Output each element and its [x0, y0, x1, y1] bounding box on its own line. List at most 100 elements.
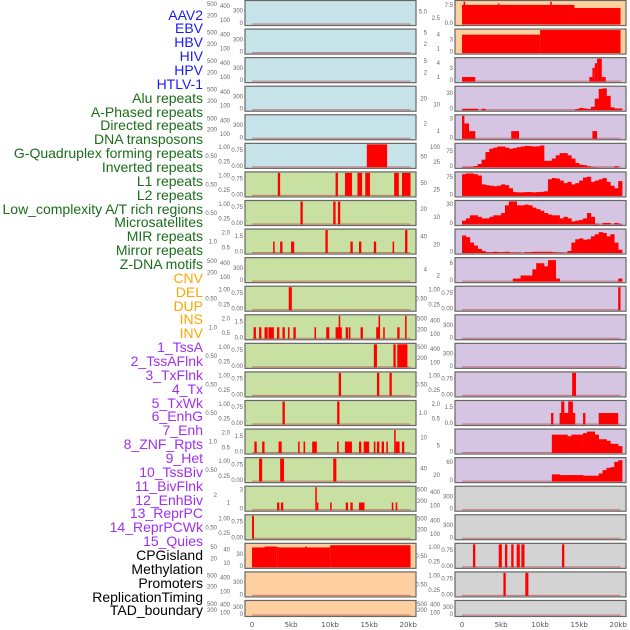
- data-bar: [477, 248, 482, 254]
- data-bar: [337, 201, 341, 225]
- data-bar: [610, 185, 615, 196]
- panel-frame: [454, 142, 627, 169]
- y-tick-label: 1.00: [218, 516, 230, 522]
- y-tick-label: 25: [433, 188, 440, 194]
- y-tick-label: 500: [207, 573, 218, 579]
- data-bar: [262, 441, 265, 454]
- y-tick-label: 1.0: [209, 325, 218, 331]
- data-bar: [575, 162, 580, 168]
- panel-frame: [244, 171, 417, 198]
- y-tick-label: 300: [233, 94, 244, 100]
- y-tick-label: 500: [417, 516, 428, 522]
- y-tick-label: 0.0: [445, 21, 454, 27]
- data-bar: [594, 180, 599, 196]
- y-tick-label: 0.00: [231, 478, 243, 484]
- y-tick-label: 0: [450, 78, 454, 84]
- data-bar: [501, 212, 506, 225]
- data-bar: [397, 344, 408, 368]
- y-tick-label: 0.00: [441, 564, 453, 570]
- data-bar: [391, 502, 394, 511]
- track-label: 9_Het: [165, 450, 203, 467]
- y-tick-label: 1.5: [235, 320, 244, 326]
- data-bar: [594, 234, 599, 254]
- data-bar: [567, 250, 572, 254]
- data-bar: [614, 188, 619, 196]
- data-bar: [280, 502, 284, 511]
- data-bar: [571, 475, 576, 482]
- data-bar: [504, 544, 508, 568]
- data-bar: [465, 108, 471, 111]
- data-bar: [511, 544, 514, 568]
- y-tick-label: 0: [240, 612, 244, 618]
- y-tick-label: 300: [233, 9, 244, 15]
- data-bar: [551, 474, 557, 482]
- y-tick-label: 7.5: [445, 3, 454, 9]
- y-tick-label: 0.75: [231, 205, 243, 211]
- data-bar: [579, 475, 584, 482]
- data-bar: [583, 165, 588, 168]
- y-tick-label: 0: [450, 335, 454, 341]
- data-bar: [606, 222, 611, 225]
- y-tick-label: 0.5: [432, 417, 441, 423]
- panel-background: [245, 200, 416, 226]
- panel-frame: [454, 28, 627, 55]
- data-bar: [528, 192, 533, 196]
- data-bar: [516, 192, 521, 196]
- data-bar: [376, 327, 379, 339]
- data-bar: [481, 159, 486, 168]
- track-label: Alu repeats: [132, 89, 203, 106]
- data-bar: [348, 327, 351, 339]
- data-bar: [571, 242, 576, 254]
- data-bar: [405, 315, 407, 339]
- panel-background: [455, 286, 626, 312]
- panel-frame: [244, 485, 417, 512]
- data-bar: [540, 251, 545, 254]
- y-tick-label: 100: [430, 504, 441, 510]
- data-bar: [503, 572, 506, 596]
- panel-frame: [244, 57, 417, 84]
- data-bar: [288, 287, 292, 311]
- data-bar: [551, 412, 554, 425]
- track-label: 13_ReprPC: [129, 505, 203, 522]
- data-bar: [536, 251, 541, 254]
- y-tick-label: 2.0: [222, 316, 231, 322]
- y-tick-label: 5: [424, 59, 428, 65]
- data-bar: [465, 237, 471, 254]
- data-bar: [469, 166, 475, 168]
- panel-background: [245, 343, 416, 369]
- panel-frame: [454, 571, 627, 598]
- data-bar: [504, 185, 510, 196]
- y-tick-label: 1.0: [419, 411, 428, 417]
- y-tick-label: 200: [417, 608, 428, 614]
- y-tick-label: 0.75: [231, 405, 243, 411]
- panel-background: [245, 257, 416, 283]
- data-bar: [501, 252, 506, 254]
- data-bar: [594, 63, 598, 82]
- panel-background: [455, 114, 626, 140]
- y-tick-label: 400: [220, 576, 231, 582]
- data-bar: [473, 108, 478, 111]
- data-bar: [594, 475, 599, 482]
- y-tick-label: 75: [446, 149, 453, 155]
- y-tick-label: 300: [443, 494, 454, 500]
- data-bar: [394, 172, 399, 196]
- data-bar: [314, 327, 317, 339]
- y-tick-label: 0: [240, 78, 244, 84]
- y-tick-label: 2.0: [432, 402, 441, 408]
- data-bar: [563, 183, 568, 196]
- data-bar: [268, 327, 274, 339]
- data-bar: [366, 144, 388, 168]
- data-bar: [579, 107, 584, 111]
- y-tick-label: 60: [446, 460, 453, 466]
- y-tick-label: 500: [207, 116, 218, 122]
- data-bar: [602, 222, 607, 225]
- data-bar: [462, 220, 467, 225]
- data-bar: [524, 192, 529, 196]
- track-label: L2 repeats: [136, 186, 203, 203]
- data-bar: [312, 441, 317, 454]
- y-tick-label: 0: [450, 164, 454, 170]
- data-bar: [536, 146, 541, 168]
- panel-frame: [454, 57, 627, 84]
- data-bar: [278, 547, 331, 568]
